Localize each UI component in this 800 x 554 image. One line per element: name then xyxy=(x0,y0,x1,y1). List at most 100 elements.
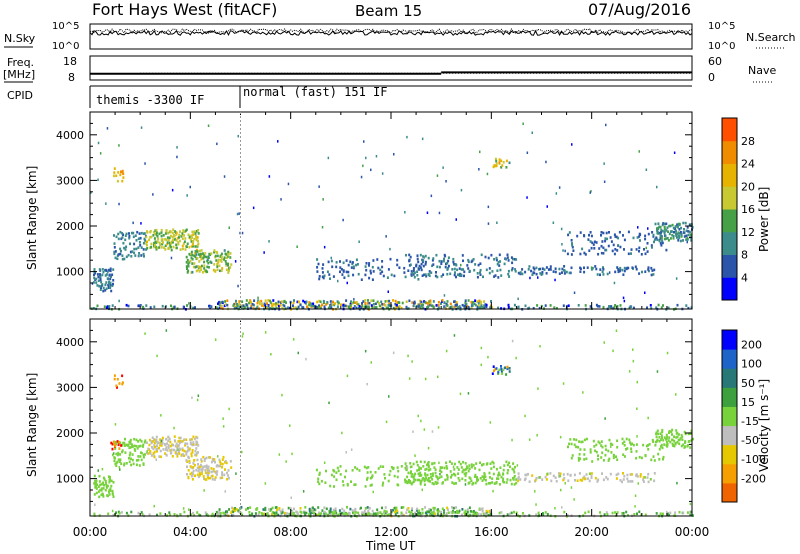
vel-data-cell xyxy=(275,506,278,509)
x-tick-label: 08:00 xyxy=(273,525,308,539)
power-data-cell xyxy=(539,267,542,271)
vel-data-cell xyxy=(525,473,528,477)
vel-data-cell xyxy=(343,509,346,513)
vel-data-cell xyxy=(388,513,391,516)
vel-data-cell xyxy=(300,511,303,514)
vel-data-cell xyxy=(123,462,126,465)
power-data-dot xyxy=(571,143,573,146)
vel-data-cell xyxy=(474,467,477,470)
power-data-cell xyxy=(317,262,320,266)
vel-data-cell xyxy=(588,472,591,475)
vel-data-cell xyxy=(600,456,603,459)
vel-data-cell xyxy=(363,465,366,469)
power-data-cell xyxy=(113,250,116,254)
vel-data-cell xyxy=(450,473,453,477)
power-data-cell xyxy=(646,250,649,253)
power-data-cell xyxy=(510,268,513,272)
power-data-cell xyxy=(499,268,502,272)
power-data-cell xyxy=(285,301,287,304)
vel-data-cell xyxy=(366,471,369,474)
vel-data-cell xyxy=(207,473,210,476)
vel-data-cell xyxy=(437,508,440,511)
vel-data-cell xyxy=(574,479,576,482)
vel-data-cell xyxy=(124,451,127,454)
power-data-cell xyxy=(188,245,191,249)
power-data-cell xyxy=(444,254,447,258)
vel-data-cell xyxy=(205,466,208,469)
power-data-cell xyxy=(440,262,443,265)
power-data-cell xyxy=(181,244,184,248)
vel-data-dot xyxy=(372,490,374,494)
power-data-cell xyxy=(135,247,138,251)
power-data-cell xyxy=(476,275,479,279)
vel-data-cell xyxy=(506,478,509,481)
power-data-cell xyxy=(186,271,189,274)
vel-data-cell xyxy=(401,513,404,516)
vel-data-cell xyxy=(226,477,229,481)
vel-data-dot xyxy=(270,353,272,356)
vel-data-cell xyxy=(289,507,292,510)
vel-data-cell xyxy=(686,511,689,514)
vel-data-cell xyxy=(502,368,505,372)
vel-data-cell xyxy=(185,438,188,441)
power-data-cell xyxy=(461,254,464,257)
vel-data-cell xyxy=(94,479,97,483)
vel-data-cell xyxy=(207,465,210,469)
power-data-cell xyxy=(658,239,661,243)
vel-data-cell xyxy=(456,466,459,469)
vel-data-cell xyxy=(510,511,513,515)
vel-data-cell xyxy=(153,450,156,454)
vel-data-cell xyxy=(662,457,664,461)
vel-data-cell xyxy=(597,478,600,482)
power-data-cell xyxy=(377,266,380,270)
power-data-cell xyxy=(505,159,508,163)
power-data-cell xyxy=(234,302,237,305)
power-data-cell xyxy=(343,276,346,279)
power-data-cell xyxy=(446,300,449,303)
vel-data-cell xyxy=(115,452,118,456)
vel-data-cell xyxy=(185,451,188,454)
power-data-cell xyxy=(498,264,501,267)
power-data-cell xyxy=(203,260,206,264)
vel-data-cell xyxy=(513,483,516,486)
vel-data-cell xyxy=(164,452,167,455)
power-data-cell xyxy=(218,264,221,267)
power-data-cell xyxy=(214,254,217,258)
power-data-cell xyxy=(93,273,95,277)
vel-data-cell xyxy=(188,459,191,463)
vel-data-cell xyxy=(364,485,367,488)
vel-data-cell xyxy=(420,480,423,483)
vel-data-cell xyxy=(148,438,151,442)
power-colorbar-tick: 20 xyxy=(741,180,755,193)
power-data-cell xyxy=(321,271,324,274)
vel-data-cell xyxy=(136,447,139,450)
power-data-cell xyxy=(415,305,418,308)
vel-data-cell xyxy=(214,460,216,464)
power-data-cell xyxy=(158,246,161,249)
power-data-cell xyxy=(568,271,571,275)
vel-data-cell xyxy=(393,506,396,510)
vel-data-cell xyxy=(354,509,356,513)
power-data-dot xyxy=(605,123,607,127)
power-data-cell xyxy=(155,228,158,232)
power-data-cell xyxy=(169,245,172,249)
power-data-cell xyxy=(627,266,630,270)
power-data-dot xyxy=(171,188,174,192)
power-data-cell xyxy=(277,300,280,304)
power-data-cell xyxy=(395,303,398,307)
power-data-dot xyxy=(460,263,462,267)
power-data-cell xyxy=(101,273,104,277)
power-data-dot xyxy=(476,305,479,309)
power-data-cell xyxy=(678,228,681,231)
vel-data-cell xyxy=(489,513,492,517)
power-data-cell xyxy=(250,306,253,310)
power-data-cell xyxy=(607,244,610,248)
power-data-cell xyxy=(413,300,416,304)
vel-data-cell xyxy=(541,512,544,515)
power-data-cell xyxy=(330,259,333,263)
power-data-cell xyxy=(438,265,441,269)
power-data-cell xyxy=(632,236,635,240)
power-data-cell xyxy=(468,269,471,273)
power-data-cell xyxy=(107,283,110,287)
power-data-cell xyxy=(423,273,426,277)
